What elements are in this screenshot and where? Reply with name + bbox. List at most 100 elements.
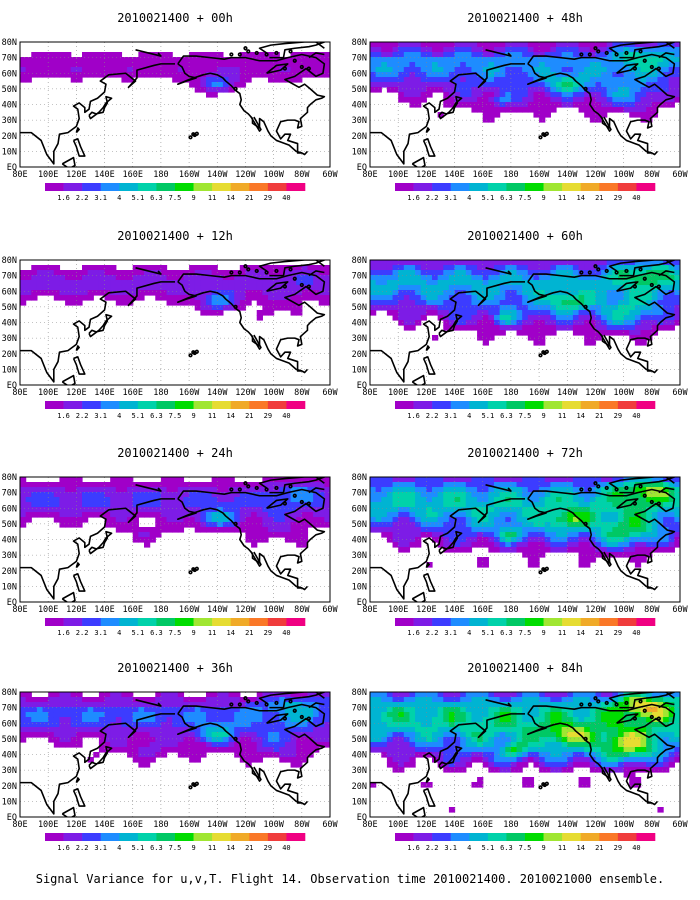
colorbar-label: 7.5 bbox=[519, 412, 532, 420]
lat-tick-label: 20N bbox=[2, 132, 17, 142]
colorbar-label: 2.2 bbox=[426, 412, 439, 420]
lat-tick-label: 30N bbox=[2, 551, 17, 561]
map-frame bbox=[369, 476, 681, 603]
lon-tick-label: 140E bbox=[94, 820, 114, 830]
colorbar-label: 9 bbox=[191, 629, 195, 637]
colorbar-label: 4 bbox=[467, 194, 471, 202]
lon-tick-label: 160W bbox=[529, 388, 550, 398]
lat-tick-label: 60N bbox=[352, 719, 367, 729]
lon-tick-label: 100E bbox=[38, 388, 58, 398]
colorbar-label: 1.6 bbox=[407, 844, 420, 852]
colorbar-label: 29 bbox=[614, 844, 622, 852]
lon-tick-label: 60W bbox=[322, 605, 338, 615]
colorbar-label: 7.5 bbox=[519, 629, 532, 637]
map-panel-60h: 2010021400 + 60h 80E 100E 120E 140E 160E 180 16… bbox=[352, 229, 689, 420]
map-frame bbox=[369, 41, 681, 168]
lon-tick-label: 120W bbox=[585, 605, 606, 615]
panel-title: 2010021400 + 84h bbox=[467, 661, 583, 675]
lon-tick-label: 80W bbox=[644, 820, 660, 830]
coastlines bbox=[370, 477, 676, 602]
lon-tick-label: 100E bbox=[388, 605, 408, 615]
lon-tick-label: 180 bbox=[153, 605, 168, 615]
lat-tick-label: 60N bbox=[352, 504, 367, 514]
lon-tick-label: 120E bbox=[66, 820, 86, 830]
lon-tick-label: 140W bbox=[557, 605, 578, 615]
lon-tick-label: 120E bbox=[66, 605, 86, 615]
variance-shading bbox=[370, 692, 680, 813]
colorbar: 1.6 2.2 3.1 4 5.1 6.3 7.5 9 11 14 21 29 40 bbox=[395, 183, 656, 202]
colorbar-label: 4 bbox=[467, 629, 471, 637]
lon-tick-label: 80E bbox=[12, 820, 27, 830]
lon-tick-label: 120E bbox=[416, 170, 436, 180]
colorbar-label: 40 bbox=[282, 844, 290, 852]
colorbar-label: 4 bbox=[467, 844, 471, 852]
lat-tick-label: 70N bbox=[2, 704, 17, 714]
variance-shading bbox=[20, 265, 330, 321]
colorbar-label: 14 bbox=[226, 629, 234, 637]
lat-tick-label: EQ bbox=[357, 598, 367, 608]
lat-tick-label: 40N bbox=[2, 101, 17, 111]
variance-shading bbox=[20, 477, 330, 548]
lon-tick-label: 100W bbox=[263, 388, 284, 398]
lat-tick-label: 50N bbox=[2, 735, 17, 745]
colorbar-label: 1.6 bbox=[57, 844, 70, 852]
lat-tick-label: 20N bbox=[352, 350, 367, 360]
lon-tick-label: 100W bbox=[613, 388, 634, 398]
lon-tick-label: 160W bbox=[179, 388, 200, 398]
graticule bbox=[370, 477, 680, 602]
colorbar-label: 14 bbox=[226, 844, 234, 852]
lat-tick-label: 20N bbox=[352, 567, 367, 577]
lat-tick-label: 60N bbox=[2, 287, 17, 297]
colorbar-label: 7.5 bbox=[519, 194, 532, 202]
lon-tick-label: 80E bbox=[12, 388, 27, 398]
lat-tick-label: 80N bbox=[352, 256, 367, 266]
lon-tick-label: 80W bbox=[644, 605, 660, 615]
map-frame bbox=[369, 259, 681, 386]
colorbar-label: 21 bbox=[245, 844, 253, 852]
colorbar-label: 1.6 bbox=[57, 194, 70, 202]
colorbar-label: 4 bbox=[117, 412, 121, 420]
lat-tick-label: 60N bbox=[2, 504, 17, 514]
colorbar-label: 5.1 bbox=[482, 412, 495, 420]
lon-tick-label: 120E bbox=[416, 388, 436, 398]
lat-tick-label: EQ bbox=[7, 163, 17, 173]
panel-title: 2010021400 + 60h bbox=[467, 229, 583, 243]
variance-shading bbox=[20, 52, 330, 98]
colorbar-label: 5.1 bbox=[482, 844, 495, 852]
colorbar-label: 6.3 bbox=[150, 194, 163, 202]
colorbar-label: 6.3 bbox=[150, 412, 163, 420]
lat-tick-label: 20N bbox=[2, 782, 17, 792]
lon-tick-label: 100E bbox=[388, 820, 408, 830]
lon-tick-label: 80W bbox=[644, 388, 660, 398]
colorbar-label: 14 bbox=[576, 629, 584, 637]
lon-tick-label: 80E bbox=[362, 388, 377, 398]
lon-tick-label: 60W bbox=[322, 820, 338, 830]
lon-tick-label: 80E bbox=[12, 170, 27, 180]
lon-tick-label: 160E bbox=[122, 820, 142, 830]
colorbar-label: 14 bbox=[576, 412, 584, 420]
colorbar-label: 1.6 bbox=[407, 412, 420, 420]
lat-tick-label: 80N bbox=[352, 473, 367, 483]
colorbar-label: 9 bbox=[541, 629, 545, 637]
coastlines bbox=[370, 692, 676, 817]
lon-tick-label: 180 bbox=[153, 388, 168, 398]
map-panel-24h: 2010021400 + 24h 80E 100E 120E 140E 160E 180 16… bbox=[2, 446, 339, 637]
map-frame bbox=[19, 691, 331, 818]
colorbar-label: 29 bbox=[614, 629, 622, 637]
lon-tick-label: 80W bbox=[294, 605, 310, 615]
lat-tick-label: 20N bbox=[352, 132, 367, 142]
lat-tick-label: 80N bbox=[2, 38, 17, 48]
lon-tick-label: 80W bbox=[644, 170, 660, 180]
map-panel-72h: 2010021400 + 72h 80E 100E 120E 140E 160E 180 16… bbox=[352, 446, 689, 637]
lon-tick-label: 140W bbox=[207, 388, 228, 398]
lat-tick-label: 70N bbox=[352, 704, 367, 714]
lon-tick-label: 140E bbox=[94, 388, 114, 398]
lat-tick-label: 70N bbox=[352, 489, 367, 499]
colorbar-label: 21 bbox=[595, 844, 603, 852]
coastlines bbox=[20, 260, 326, 385]
lat-tick-label: 40N bbox=[352, 101, 367, 111]
colorbar-label: 4 bbox=[467, 412, 471, 420]
colorbar-label: 29 bbox=[264, 844, 272, 852]
colorbar-label: 9 bbox=[541, 844, 545, 852]
lon-tick-label: 160E bbox=[472, 820, 492, 830]
